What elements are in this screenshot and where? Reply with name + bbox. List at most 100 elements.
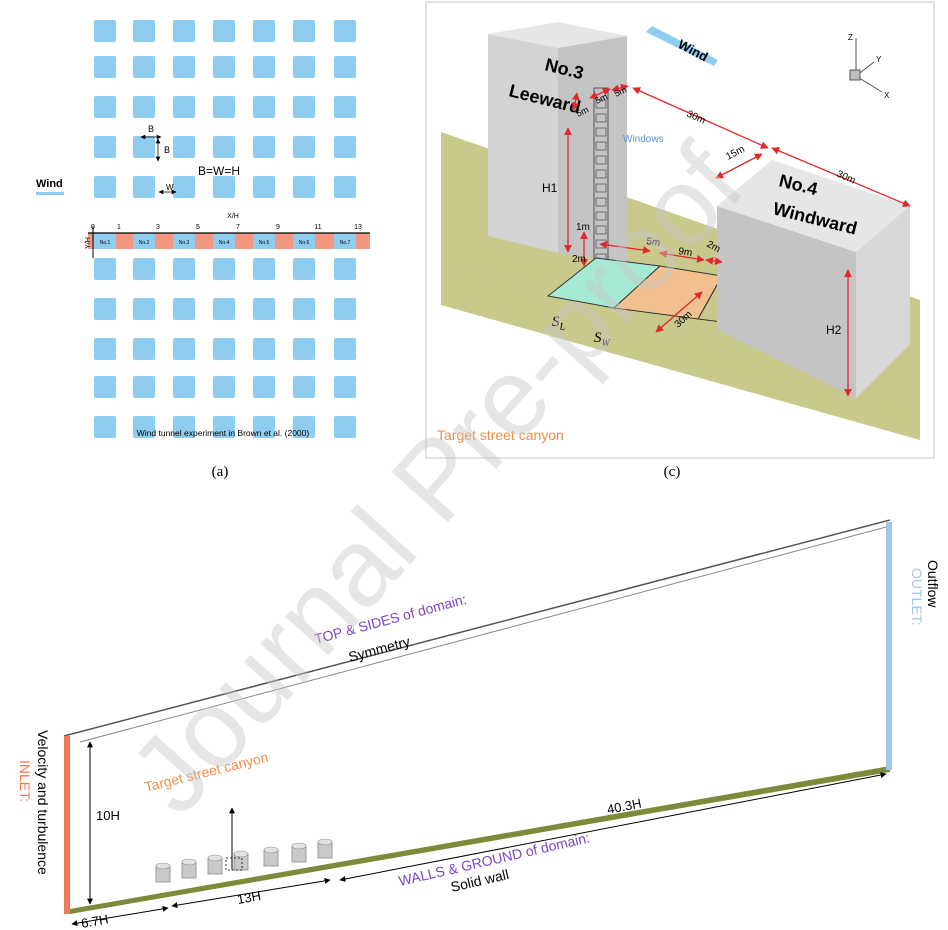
- grid-block: [334, 298, 356, 320]
- dim-5m-b: 5m: [594, 91, 610, 105]
- b-dim-side-label: B: [164, 145, 170, 155]
- strip-block: [133, 233, 155, 249]
- domain-top-back: [79, 525, 891, 743]
- domain-block-top: [317, 838, 333, 846]
- dimensions-c: [564, 83, 911, 397]
- dim-h2: H2: [826, 323, 842, 337]
- grid-block: [213, 136, 235, 158]
- windward-left-face: [717, 206, 856, 398]
- grid-block: [173, 176, 195, 198]
- grid-block: [293, 298, 315, 320]
- grid-block: [94, 176, 116, 198]
- window-rung: [595, 225, 607, 235]
- strip-block: [293, 233, 315, 249]
- yh-label: Y/H: [85, 237, 92, 249]
- len-total-dim: [339, 772, 887, 882]
- domain-block-top: [263, 846, 279, 854]
- axis-x: X: [884, 91, 890, 100]
- grid-block: [133, 176, 155, 198]
- grid-block: [173, 298, 195, 320]
- x-tick-label: 11: [314, 224, 321, 231]
- dim-9m-street: 9m: [678, 246, 693, 259]
- grid-block: [334, 338, 356, 360]
- strip-block-tag: No.6: [299, 240, 310, 246]
- strip-block-tag: No.5: [259, 240, 270, 246]
- axis-z: Z: [848, 33, 853, 42]
- panel-a: No.1 No.2 No.3 No.4 No.5 No.6 No.7 0 1 3 5 7 9 11 13 …: [36, 20, 370, 480]
- grid-block: [133, 376, 155, 398]
- grid-block: [213, 258, 235, 280]
- grid-block: [253, 298, 275, 320]
- grid-block: [173, 136, 195, 158]
- ground-front: [441, 262, 920, 440]
- grid-block: [173, 416, 195, 438]
- grid-block: [293, 376, 315, 398]
- grid-block: [334, 258, 356, 280]
- grid-block: [334, 176, 356, 198]
- grid-block: [213, 96, 235, 118]
- strip-block: [173, 233, 195, 249]
- grid-block: [334, 96, 356, 118]
- caption-a: Wind tunnel experiment in Brown et al. (…: [137, 428, 310, 438]
- x-tick-label: 0: [91, 224, 95, 231]
- grid-block: [253, 258, 275, 280]
- wind-label-a: Wind: [36, 178, 63, 190]
- grid-block: [133, 136, 155, 158]
- target-label-c: Target street canyon: [437, 427, 564, 443]
- inlet-line2: INLET:: [17, 760, 33, 802]
- outlet-line1: Outflow: [925, 560, 941, 608]
- x-tick-label: 7: [236, 224, 240, 231]
- grid-block: [213, 416, 235, 438]
- domain-top-edge: [63, 519, 891, 737]
- wind-arrow-c: [646, 26, 718, 66]
- strip-block: [334, 233, 356, 249]
- grid-block: [173, 376, 195, 398]
- grid-block: [213, 376, 235, 398]
- dim-5m-c: 5m: [613, 84, 629, 98]
- grid-block: [253, 338, 275, 360]
- grid-block: [293, 96, 315, 118]
- dim-2m: 2m: [572, 254, 586, 265]
- windward-right-face: [856, 206, 910, 398]
- strip-block: [253, 233, 275, 249]
- x-tick-label: 1: [117, 224, 121, 231]
- x-tick-label: 3: [156, 224, 160, 231]
- strip-blocks: No.1 No.2 No.3 No.4 No.5 No.6 No.7: [94, 233, 356, 249]
- grid-block: [293, 258, 315, 280]
- b-dim-top-label: B: [148, 124, 154, 134]
- grid-block: [293, 416, 315, 438]
- grid-block: [133, 416, 155, 438]
- grid-block: [253, 96, 275, 118]
- strip-block-tag: No.1: [100, 240, 111, 246]
- dim-1m: 1m: [576, 222, 590, 233]
- grid-block: [253, 376, 275, 398]
- len-total-label: 40.3H: [606, 796, 643, 817]
- len-13-dim: [171, 877, 331, 909]
- outlet-face: [886, 522, 892, 770]
- dim-h1: H1: [542, 181, 558, 195]
- grid-block: [334, 416, 356, 438]
- domain-block-top: [181, 858, 197, 866]
- bwh-label: B=W=H: [198, 164, 240, 178]
- target-box: [225, 857, 243, 871]
- grid-block: [213, 20, 235, 42]
- domain-block-top: [207, 854, 223, 862]
- grid-block: [293, 338, 315, 360]
- domain-block-top: [155, 862, 171, 870]
- block-grid: [94, 20, 356, 438]
- leeward-left-face: [488, 34, 558, 253]
- grid-block: [133, 96, 155, 118]
- wind-arrow-a: [36, 192, 64, 195]
- grid-block: [253, 136, 275, 158]
- grid-block: [293, 136, 315, 158]
- grid-block: [94, 56, 116, 78]
- grid-block: [94, 136, 116, 158]
- domain-block-top: [291, 842, 307, 850]
- grid-block: [173, 20, 195, 42]
- len-13-label: 13H: [236, 888, 262, 907]
- grid-block: [94, 416, 116, 438]
- x-tick-label: 9: [276, 224, 280, 231]
- strip-block: [213, 233, 235, 249]
- grid-block: [133, 20, 155, 42]
